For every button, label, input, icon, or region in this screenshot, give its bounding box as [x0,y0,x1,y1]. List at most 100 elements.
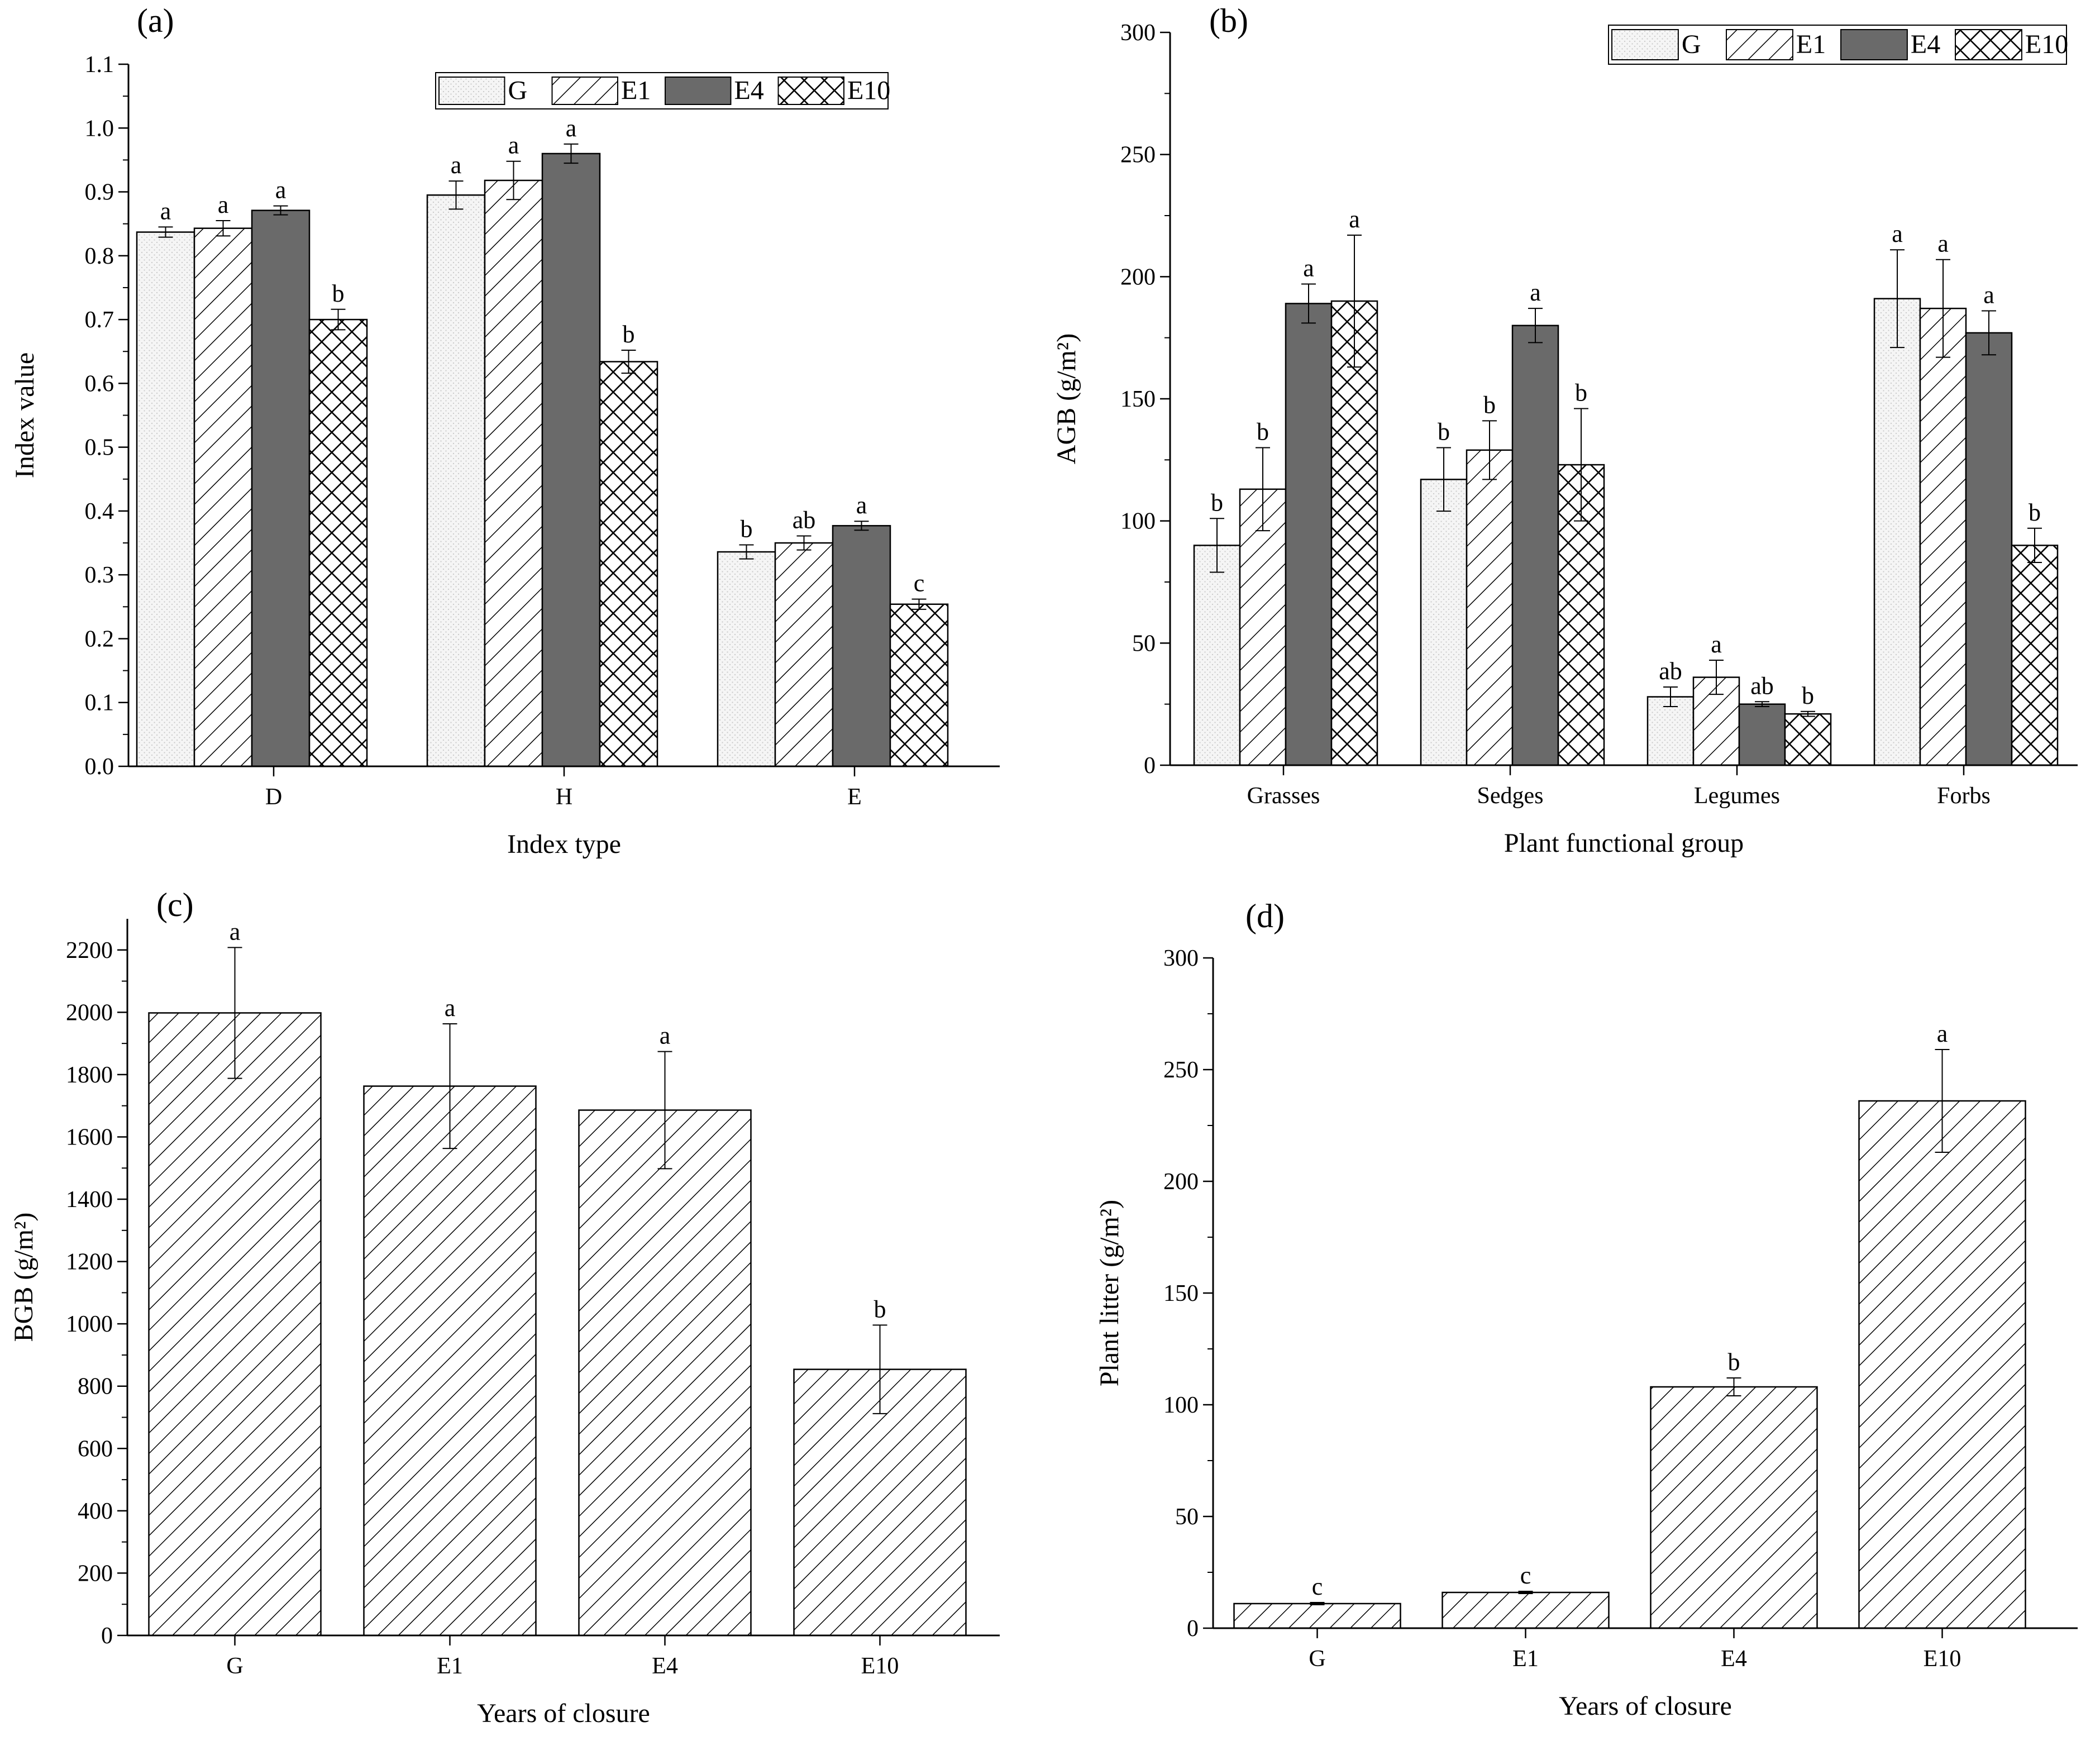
bar [1738,703,1786,766]
y-tick-label: 0.0 [85,754,114,780]
x-tick-label: E1 [1512,1646,1539,1672]
bar [1442,1591,1610,1629]
bar [193,227,253,767]
x-axis-title: Years of closure [1559,1691,1732,1721]
legend-swatch [551,77,618,105]
legend-swatch [1955,29,2022,60]
y-tick-label: 1000 [66,1311,113,1337]
x-tick-label: Sedges [1477,783,1544,809]
x-axis-title: Index type [507,829,621,859]
x-tick-label: Grasses [1247,783,1320,809]
x-tick-label: E1 [437,1653,463,1679]
y-axis-title: Plant litter (g/m²) [1095,1200,1124,1386]
legend-swatch [1726,29,1793,60]
bar [1233,1602,1401,1629]
x-tick-label: H [556,784,572,810]
y-tick-label: 100 [1163,1392,1199,1418]
y-tick-label: 1200 [66,1249,113,1275]
y-tick-label: 2000 [66,1000,113,1025]
x-axis-title: Years of closure [477,1699,650,1728]
significance-label: b [623,321,635,348]
bar [578,1109,752,1637]
bar [1466,449,1514,766]
y-tick-label: 800 [78,1374,113,1400]
panel-c: (c) a Ga E1 a E4 b E10 0 200 400 600 800 1000 1200 1400… [9,886,1000,1728]
legend-swatch [1840,29,1908,60]
significance-label: a [445,994,456,1022]
significance-label: ab [793,506,816,533]
x-tick-label: E4 [652,1653,678,1679]
bar [1784,713,1832,766]
y-tick-label: 50 [1175,1504,1199,1530]
significance-label: a [1530,279,1541,306]
y-tick-label: 0 [1144,753,1156,779]
y-tick-label: 300 [1163,946,1199,971]
bar [832,524,891,767]
y-tick-label: 0.8 [85,244,114,269]
bar [717,551,776,767]
x-tick-label: G [1309,1646,1325,1672]
legend-label: E4 [1911,30,1940,59]
y-tick-label: 0.1 [85,690,114,716]
bar [599,361,658,767]
y-tick-label: 150 [1120,387,1156,412]
legend-swatch [438,77,505,105]
bar [426,194,486,767]
legend: G E1 E4 E10 [1608,25,2068,65]
significance-label: b [874,1295,886,1323]
y-tick-label: 100 [1120,509,1156,535]
bar [1965,332,2013,766]
significance-label: ab [1750,672,1774,699]
significance-label: a [1983,282,1994,309]
y-axis-title: AGB (g/m²) [1052,333,1081,464]
panel-d: (d) c Gc E1 b E4 a E10 0 50 100 150 200 250 300 Years o… [1095,898,2078,1721]
significance-label: b [1728,1348,1740,1376]
significance-label: b [1438,418,1450,445]
y-tick-label: 250 [1163,1057,1199,1083]
bar [148,1012,322,1637]
bar [889,603,949,767]
bar [1511,325,1559,766]
significance-label: a [856,492,867,519]
y-tick-label: 250 [1120,142,1156,168]
legend: G E1 E4 E10 [435,72,890,109]
significance-label: a [160,197,171,225]
panel-label: (c) [156,886,194,923]
bar [363,1085,537,1637]
y-tick-label: 1400 [66,1187,113,1213]
y-tick-label: 1.0 [85,116,114,141]
x-tick-label: Legumes [1694,783,1780,809]
legend-label: E1 [1796,30,1826,59]
significance-label: b [1211,489,1223,516]
legend-label: E4 [734,76,763,106]
panel-label: (a) [137,2,174,39]
x-tick-label: E [847,784,862,810]
legend-swatch [665,77,732,105]
bar [774,542,834,767]
significance-label: c [914,570,925,597]
bar [1646,696,1695,766]
y-tick-label: 200 [1163,1169,1199,1195]
y-tick-label: 150 [1163,1281,1199,1306]
significance-label: a [218,191,229,218]
y-tick-label: 1.1 [85,52,114,78]
legend-label: E10 [847,76,890,106]
significance-label: a [508,132,519,159]
y-tick-label: 0.2 [85,626,114,652]
legend-label: E10 [2025,30,2068,59]
legend-label: E1 [621,76,651,106]
y-tick-label: 0.3 [85,562,114,588]
panel-label: (d) [1245,898,1285,934]
significance-label: b [1257,418,1269,445]
bar [1919,307,1967,766]
y-tick-label: 0 [1187,1616,1199,1642]
bar [1285,303,1333,766]
bar [541,152,601,767]
significance-label: a [1892,220,1903,247]
significance-label: a [451,151,462,179]
y-tick-label: 200 [1120,264,1156,290]
bar [484,179,543,767]
significance-label: a [1937,1020,1948,1047]
